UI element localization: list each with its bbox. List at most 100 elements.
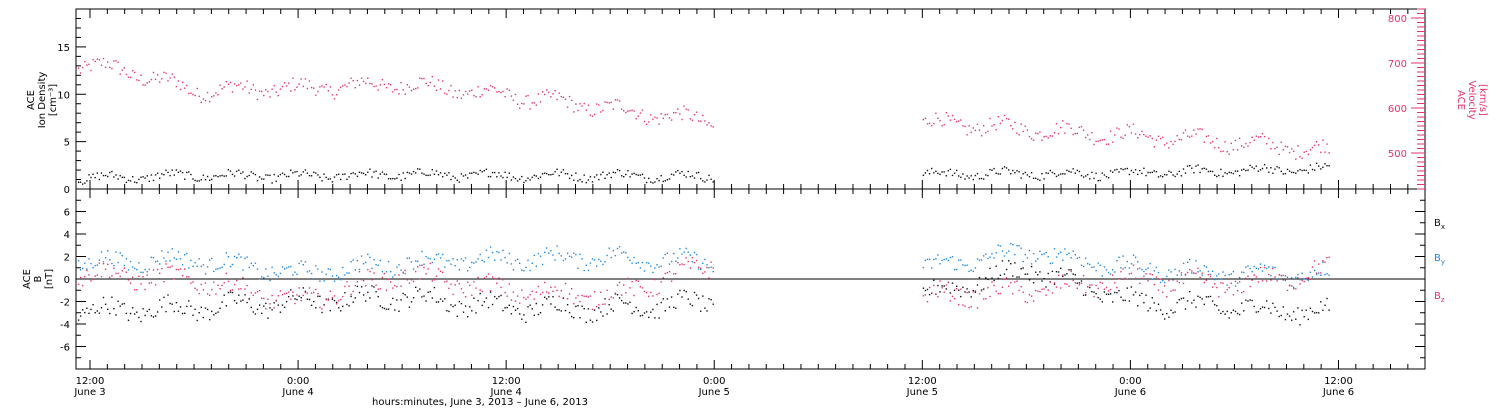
density-point [450,178,452,181]
density-point [383,173,386,175]
by-point [1141,268,1143,271]
by-point [302,264,304,266]
density-point [161,173,163,175]
by-point [1014,253,1016,256]
bz-point [566,298,569,300]
bz-point [285,292,288,295]
by-point [308,270,311,272]
density-point [209,179,211,181]
by-point [1124,266,1126,269]
by-point [154,260,157,263]
density-point [708,174,710,177]
bx-point [431,297,433,299]
by-point [148,268,150,271]
bx-point [1228,317,1230,319]
velocity-point [1243,146,1245,149]
bx-point [1257,310,1260,313]
velocity-point [127,76,130,78]
velocity-point [712,126,714,128]
velocity-point [623,110,625,112]
bz-point [1003,278,1006,280]
bx-point [362,294,365,296]
bx-point [419,288,421,290]
by-point [225,252,227,254]
bx-point [79,315,82,317]
velocity-point [252,84,254,86]
bz-point [1126,278,1128,280]
velocity-point [417,87,419,89]
bz-point [922,295,925,297]
velocity-point [462,94,465,96]
bx-point [279,311,282,313]
bx-point [510,313,513,315]
density-point [335,174,338,176]
velocity-point [668,117,671,119]
bx-point [1101,301,1103,303]
velocity-point [285,85,288,87]
density-point [354,173,356,175]
bz-point [951,295,954,298]
bx-point [951,282,954,284]
bx-point [387,308,390,310]
bz-point [150,282,153,284]
bz-point [1124,277,1126,280]
by-point [556,245,558,247]
bz-point [1016,280,1018,282]
bx-point [396,299,398,301]
bz-point [367,268,369,271]
density-point [1041,173,1043,175]
bz-point [308,287,311,289]
bx-point [1066,273,1068,275]
density-point [579,178,581,181]
velocity-point [1315,141,1318,143]
by-point [635,262,637,264]
by-point [279,272,282,275]
bz-point [1164,285,1166,287]
density-point [985,174,987,176]
by-point [623,251,625,253]
bz-point [94,275,96,277]
velocity-point [1297,145,1299,147]
density-point [668,178,671,180]
by-point [645,262,648,264]
by-point [462,260,465,262]
by-point [390,271,392,273]
by-point [968,270,970,273]
density-point [1014,172,1016,174]
velocity-point [991,125,993,127]
by-point [256,268,259,270]
by-point [127,269,130,271]
velocity-point [402,89,404,91]
bx-point [643,312,646,314]
by-point [360,255,363,257]
bz-point [123,267,125,269]
by-point [269,279,271,282]
bx-point [1032,282,1035,284]
bz-point [947,281,949,284]
bz-point [641,287,644,289]
bz-point [196,289,198,291]
bx-point [675,307,677,309]
bz-point [548,292,550,294]
by-point [523,270,525,272]
bx-point [564,309,567,312]
velocity-point [1147,136,1149,138]
bz-point [645,292,648,294]
bx-point [121,303,123,305]
density-point [273,173,275,176]
bz-point [656,293,658,296]
by-point [943,258,945,261]
density-point [406,171,408,174]
bx-point [606,313,608,315]
bz-point [329,290,331,292]
by-point [514,259,517,262]
density-point [394,178,396,180]
density-point [1238,175,1241,177]
density-point [489,175,492,178]
velocity-point [935,112,937,114]
by-point [1053,248,1056,250]
bx-point [673,306,675,309]
density-point [1060,173,1062,175]
bx-point [548,296,550,298]
by-point [983,255,985,257]
